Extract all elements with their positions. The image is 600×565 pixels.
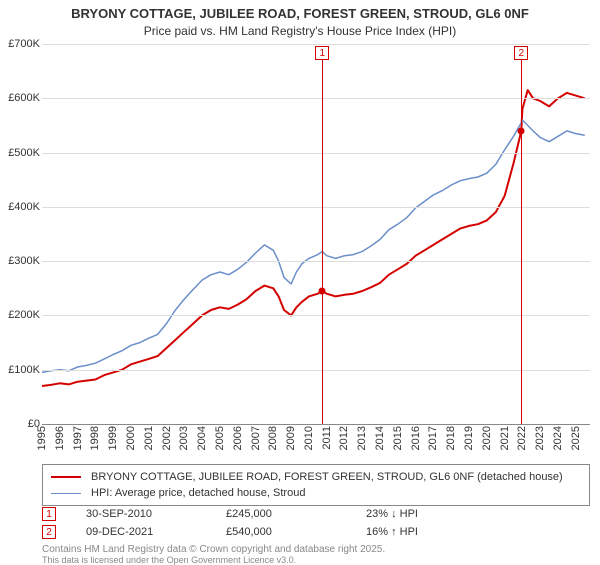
- x-axis-tick-label: 2002: [161, 426, 173, 450]
- legend-swatch: [51, 493, 81, 494]
- x-axis-tick-label: 2015: [392, 426, 404, 450]
- x-axis-tick-label: 1998: [89, 426, 101, 450]
- x-axis-tick-label: 1995: [36, 426, 48, 450]
- x-axis-tick-label: 2016: [410, 426, 422, 450]
- x-axis-tick-label: 2006: [232, 426, 244, 450]
- x-axis-tick-label: 2013: [356, 426, 368, 450]
- grid-line-y: [42, 370, 590, 371]
- x-axis-tick-label: 2005: [214, 426, 226, 450]
- legend-label: HPI: Average price, detached house, Stro…: [91, 487, 305, 499]
- annotation-table-marker: 2: [42, 525, 56, 539]
- x-axis-tick-label: 2020: [481, 426, 493, 450]
- y-axis-tick-label: £300K: [0, 255, 40, 267]
- x-axis-tick-label: 2003: [178, 426, 190, 450]
- annotation-marker: 2: [514, 46, 528, 60]
- annotation-price: £245,000: [226, 508, 366, 520]
- x-axis-tick-label: 1996: [54, 426, 66, 450]
- y-axis-tick-label: £400K: [0, 201, 40, 213]
- x-axis-tick-label: 2019: [463, 426, 475, 450]
- y-axis-tick-label: £500K: [0, 147, 40, 159]
- x-axis-tick-label: 2010: [303, 426, 315, 450]
- y-axis-tick-label: £0: [0, 418, 40, 430]
- x-axis-tick-label: 2025: [570, 426, 582, 450]
- chart-title-address: BRYONY COTTAGE, JUBILEE ROAD, FOREST GRE…: [0, 6, 600, 21]
- x-axis-tick-label: 2017: [427, 426, 439, 450]
- annotation-delta: 23% ↓ HPI: [366, 508, 506, 520]
- annotation-vline: [521, 60, 522, 424]
- annotation-dot: [518, 127, 525, 134]
- x-axis-tick-label: 2008: [267, 426, 279, 450]
- chart-lines-svg: [42, 44, 590, 424]
- x-axis-tick-label: 2023: [534, 426, 546, 450]
- x-axis-tick-label: 2007: [250, 426, 262, 450]
- footer-license: This data is licensed under the Open Gov…: [42, 555, 296, 565]
- x-axis-tick-label: 2001: [143, 426, 155, 450]
- annotation-date: 09-DEC-2021: [86, 526, 226, 538]
- y-axis-tick-label: £100K: [0, 364, 40, 376]
- annotation-table-row: 1 30-SEP-2010£245,00023% ↓ HPI: [42, 505, 590, 523]
- y-axis-tick-label: £600K: [0, 92, 40, 104]
- grid-line-y: [42, 44, 590, 45]
- grid-line-y: [42, 424, 590, 425]
- x-axis-tick-label: 2000: [125, 426, 137, 450]
- annotation-table: 1 30-SEP-2010£245,00023% ↓ HPI 2 09-DEC-202…: [42, 505, 590, 541]
- chart-subtitle: Price paid vs. HM Land Registry's House …: [0, 24, 600, 38]
- x-axis-tick-label: 2021: [499, 426, 511, 450]
- annotation-date: 30-SEP-2010: [86, 508, 226, 520]
- x-axis-tick-label: 2009: [285, 426, 297, 450]
- x-axis-tick-label: 1999: [107, 426, 119, 450]
- chart-plot-area: 12: [42, 44, 590, 425]
- grid-line-y: [42, 153, 590, 154]
- legend-item: HPI: Average price, detached house, Stro…: [51, 485, 581, 501]
- x-axis-tick-label: 2024: [552, 426, 564, 450]
- series-line-hpi: [42, 120, 585, 372]
- annotation-price: £540,000: [226, 526, 366, 538]
- x-axis-tick-label: 2018: [445, 426, 457, 450]
- annotation-marker: 1: [315, 46, 329, 60]
- annotation-delta: 16% ↑ HPI: [366, 526, 506, 538]
- x-axis-tick-label: 2012: [338, 426, 350, 450]
- footer-copyright: Contains HM Land Registry data © Crown c…: [42, 544, 385, 555]
- y-axis-tick-label: £700K: [0, 38, 40, 50]
- annotation-table-row: 2 09-DEC-2021£540,00016% ↑ HPI: [42, 523, 590, 541]
- legend-item: BRYONY COTTAGE, JUBILEE ROAD, FOREST GRE…: [51, 469, 581, 485]
- grid-line-y: [42, 98, 590, 99]
- annotation-dot: [319, 288, 326, 295]
- legend-label: BRYONY COTTAGE, JUBILEE ROAD, FOREST GRE…: [91, 471, 563, 483]
- x-axis-tick-label: 2004: [196, 426, 208, 450]
- y-axis-tick-label: £200K: [0, 309, 40, 321]
- series-line-property: [42, 90, 585, 386]
- grid-line-y: [42, 315, 590, 316]
- chart-legend: BRYONY COTTAGE, JUBILEE ROAD, FOREST GRE…: [42, 464, 590, 506]
- x-axis-tick-label: 2011: [321, 426, 333, 450]
- annotation-vline: [322, 60, 323, 424]
- legend-swatch: [51, 476, 81, 478]
- x-axis-tick-label: 2014: [374, 426, 386, 450]
- annotation-table-marker: 1: [42, 507, 56, 521]
- x-axis-tick-label: 1997: [72, 426, 84, 450]
- grid-line-y: [42, 261, 590, 262]
- x-axis-tick-label: 2022: [516, 426, 528, 450]
- grid-line-y: [42, 207, 590, 208]
